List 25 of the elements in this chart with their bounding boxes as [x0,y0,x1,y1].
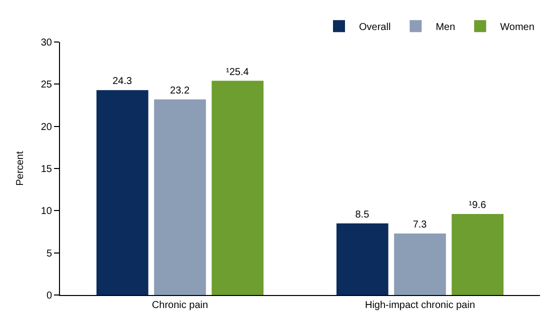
data-label: 24.3 [112,76,132,88]
legend-label: Men [436,22,456,34]
data-label: 8.5 [355,209,370,220]
data-label: ¹9.6 [468,200,486,212]
bar [212,80,264,295]
y-axis-title: Percent [14,151,26,186]
legend-label: Overall [359,22,391,34]
data-label: 7.3 [412,219,428,230]
bar [394,233,446,295]
y-tick-label: 5 [46,248,52,260]
x-tick-label: Chronic pain [152,300,208,311]
legend-label: Women [500,22,534,34]
bar [336,223,388,295]
y-tick-label: 25 [40,80,52,91]
x-tick-label: High-impact chronic pain [364,300,476,311]
bar [452,214,504,295]
bar [154,99,206,295]
y-tick-label: 30 [40,38,52,48]
bar [96,90,148,295]
y-tick-label: 15 [40,164,52,175]
y-tick-label: 20 [40,122,52,133]
y-tick-label: 0 [46,290,52,302]
data-label: ¹25.4 [226,66,250,78]
data-label: 23.2 [170,85,190,96]
y-tick-label: 10 [40,206,52,218]
